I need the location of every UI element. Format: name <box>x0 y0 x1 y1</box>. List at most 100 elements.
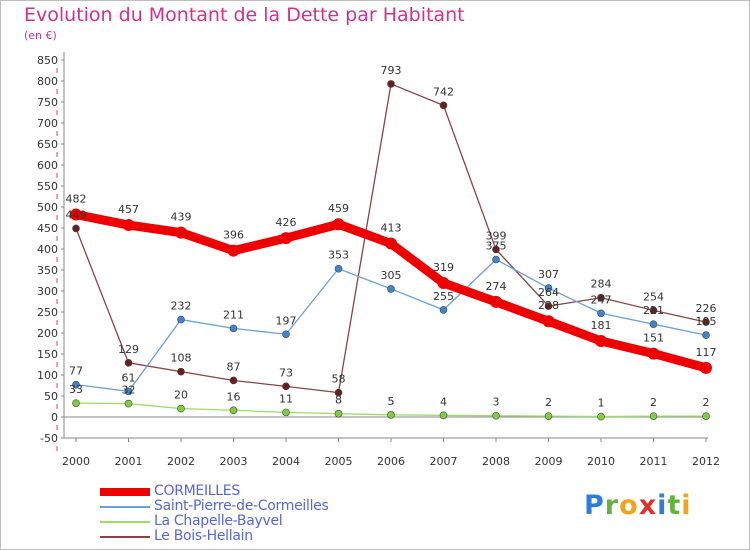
data-label: 181 <box>591 319 612 332</box>
y-tick-label: 50 <box>44 390 58 403</box>
data-label: 457 <box>118 203 139 216</box>
data-label: 449 <box>66 208 87 221</box>
legend-label: Le Bois-Hellain <box>154 528 253 544</box>
data-label: 482 <box>66 193 87 206</box>
data-point <box>492 245 500 254</box>
x-tick-label: 2004 <box>272 455 300 468</box>
legend-item: CORMEILLES <box>100 483 460 499</box>
y-tick-label: 250 <box>37 306 58 319</box>
data-label: 226 <box>696 302 717 315</box>
data-label: 353 <box>328 249 349 262</box>
data-label: 211 <box>223 308 244 321</box>
data-label: 73 <box>279 366 293 379</box>
data-label: 11 <box>279 392 293 405</box>
chart-title: Evolution du Montant de la Dette par Hab… <box>24 4 465 26</box>
proxiti-logo: Proxiti <box>584 490 692 521</box>
data-point <box>490 295 502 308</box>
y-tick-label: 300 <box>37 285 58 298</box>
data-label: 221 <box>643 304 664 317</box>
data-point <box>492 411 500 420</box>
data-point <box>175 226 187 239</box>
data-point <box>282 408 290 417</box>
data-point <box>647 347 660 360</box>
data-point <box>649 412 658 420</box>
data-point <box>334 388 343 397</box>
data-point <box>177 367 185 376</box>
x-tick-label: 2006 <box>377 455 405 468</box>
data-label: 284 <box>591 278 612 291</box>
data-point <box>387 411 395 419</box>
data-label: 255 <box>433 290 454 303</box>
data-label: 307 <box>538 268 559 281</box>
data-point <box>702 412 710 420</box>
x-tick-label: 2001 <box>115 455 143 468</box>
y-tick-label: 750 <box>37 96 58 109</box>
data-point <box>702 318 710 326</box>
data-point <box>280 232 292 245</box>
data-point <box>229 376 238 385</box>
data-label: 33 <box>69 383 83 396</box>
data-label: 305 <box>381 269 402 282</box>
y-tick-label: -50 <box>40 432 58 445</box>
y-tick-label: 200 <box>37 327 58 340</box>
data-label: 375 <box>486 240 507 253</box>
y-tick-label: 100 <box>37 369 58 382</box>
x-tick-label: 2012 <box>692 455 720 468</box>
x-tick-label: 2007 <box>430 455 458 468</box>
data-point <box>649 320 658 328</box>
x-tick-label: 2011 <box>640 455 668 468</box>
y-tick-label: 350 <box>37 264 58 277</box>
legend-label: Saint-Pierre-de-Cormeilles <box>154 498 329 514</box>
x-tick-label: 2009 <box>535 455 563 468</box>
data-point <box>544 302 553 310</box>
legend-swatch <box>100 521 150 523</box>
x-tick-label: 2010 <box>587 455 615 468</box>
y-tick-label: 700 <box>37 117 58 130</box>
data-point <box>72 380 80 389</box>
data-label: 16 <box>227 390 241 403</box>
legend-item: La Chapelle-Bayvel <box>100 513 460 529</box>
x-tick-label: 2000 <box>62 455 90 468</box>
data-label: 247 <box>591 293 612 306</box>
data-point <box>544 412 553 420</box>
data-point <box>700 361 712 374</box>
y-tick-label: 800 <box>37 75 58 88</box>
data-point <box>597 309 605 318</box>
y-tick-label: 450 <box>37 222 58 235</box>
data-point <box>227 244 240 257</box>
x-tick-label: 2002 <box>167 455 195 468</box>
data-point <box>649 306 658 315</box>
data-label: 439 <box>171 211 192 224</box>
data-point <box>282 382 290 391</box>
data-point <box>439 411 448 420</box>
data-label: 274 <box>486 280 507 293</box>
data-point <box>387 80 395 88</box>
data-label: 413 <box>381 222 402 235</box>
data-point <box>124 387 133 396</box>
y-tick-label: 500 <box>37 201 58 214</box>
y-tick-label: 0 <box>51 411 58 424</box>
data-label: 61 <box>122 371 136 384</box>
data-point <box>492 255 500 264</box>
data-label: 77 <box>69 365 83 378</box>
data-label: 742 <box>433 85 454 98</box>
data-label: 197 <box>276 314 297 327</box>
legend-swatch <box>100 488 150 496</box>
data-point <box>177 404 185 413</box>
data-point <box>334 264 343 273</box>
data-label: 117 <box>696 346 717 359</box>
legend-swatch <box>100 506 150 508</box>
data-label: 32 <box>122 384 136 397</box>
data-point <box>702 331 710 339</box>
data-point <box>122 219 135 232</box>
data-label: 4 <box>440 395 447 408</box>
legend-label: CORMEILLES <box>154 483 240 499</box>
data-point <box>229 324 238 333</box>
data-point <box>72 399 80 407</box>
y-tick-label: 600 <box>37 159 58 172</box>
data-label: 232 <box>171 300 192 313</box>
data-label: 1 <box>598 397 605 410</box>
legend-item: Le Bois-Hellain <box>100 528 460 544</box>
data-point <box>70 208 82 221</box>
